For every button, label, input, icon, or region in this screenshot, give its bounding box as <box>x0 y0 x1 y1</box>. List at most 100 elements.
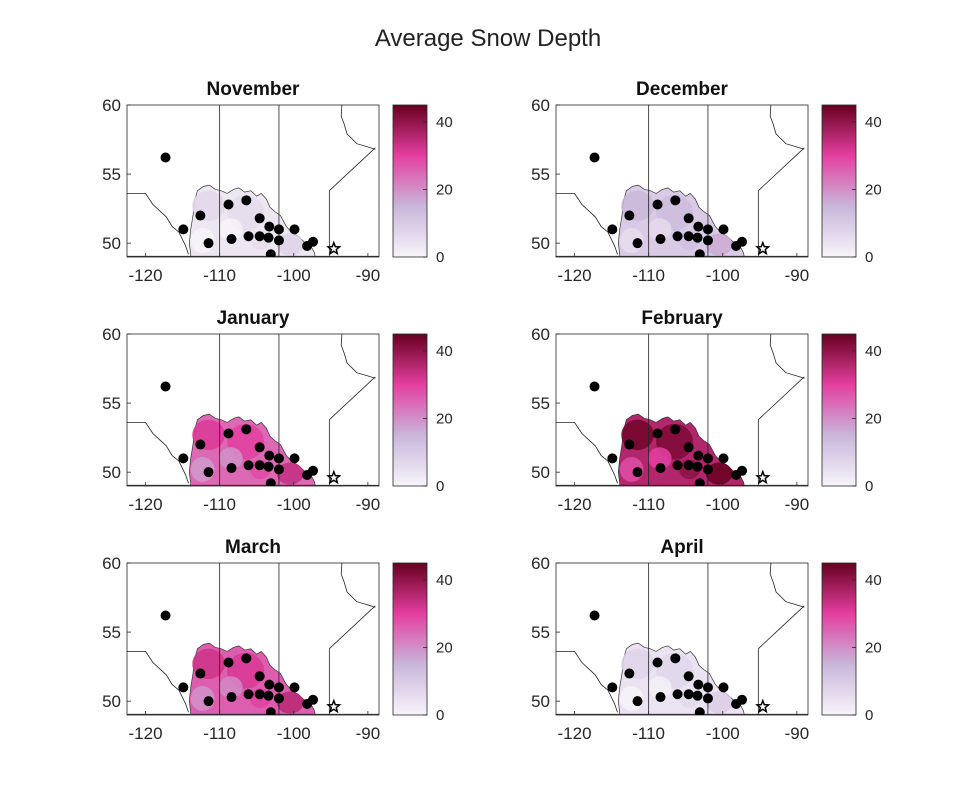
x-tick-label: -90 <box>785 495 810 514</box>
colorbar-tick-label: 20 <box>865 181 882 198</box>
province-border <box>329 147 376 191</box>
snow-depth-panel: -120 -110 -100 -90 60 55 50 April 0 20 40 <box>531 537 882 743</box>
snow-depth-panel: -120 -110 -100 -90 60 55 50 November 0 20 40 <box>102 79 453 285</box>
station-marker <box>655 234 666 245</box>
x-tick-label: -100 <box>706 266 740 285</box>
x-tick-label: -120 <box>558 266 592 285</box>
station-marker <box>693 450 704 461</box>
station-marker <box>241 424 252 435</box>
station-marker <box>160 152 171 163</box>
station-marker <box>160 610 171 621</box>
y-tick-label: 50 <box>102 463 121 482</box>
x-tick-label: -120 <box>129 266 163 285</box>
x-tick-label: -100 <box>706 724 740 743</box>
station-marker <box>632 467 643 478</box>
station-marker <box>254 442 265 453</box>
station-marker <box>607 682 618 693</box>
station-marker <box>273 453 284 464</box>
station-marker <box>308 694 319 705</box>
station-marker <box>702 453 713 464</box>
x-tick-label: -90 <box>356 495 381 514</box>
panel-title: April <box>660 537 703 558</box>
station-marker <box>694 478 705 486</box>
station-marker <box>289 224 300 235</box>
province-border <box>329 605 376 649</box>
colorbar-tick-label: 0 <box>865 478 873 495</box>
station-marker <box>265 707 276 715</box>
panel-title: November <box>207 79 301 100</box>
station-marker <box>243 460 254 471</box>
panel-title: February <box>641 308 723 329</box>
station-marker <box>718 682 729 693</box>
station-marker <box>254 689 265 700</box>
province-border <box>329 376 376 420</box>
colorbar-tick-label: 0 <box>865 249 873 266</box>
colorbar-tick-label: 0 <box>436 249 444 266</box>
station-marker <box>692 232 703 243</box>
colorbar-tick-label: 40 <box>865 572 882 589</box>
province-border <box>758 605 805 649</box>
colorbar-tick-label: 20 <box>865 410 882 427</box>
station-marker <box>160 381 171 392</box>
y-tick-label: 55 <box>531 623 550 642</box>
colorbar-tick-label: 0 <box>865 707 873 724</box>
station-marker <box>683 231 694 242</box>
y-tick-label: 60 <box>531 96 550 115</box>
station-marker <box>589 610 600 621</box>
y-tick-label: 55 <box>531 165 550 184</box>
snow-depth-field-cell <box>218 447 243 470</box>
station-marker <box>624 668 635 679</box>
station-marker <box>652 428 663 439</box>
colorbar <box>821 562 857 716</box>
colorbar-tick-label: 20 <box>436 639 453 656</box>
station-marker <box>254 671 265 682</box>
station-marker <box>264 221 275 232</box>
station-marker <box>289 682 300 693</box>
colorbar-tick-label: 40 <box>865 114 882 131</box>
colorbar-tick-label: 40 <box>436 572 453 589</box>
y-tick-label: 50 <box>102 692 121 711</box>
station-marker <box>607 224 618 235</box>
station-marker <box>652 657 663 668</box>
panel-title: January <box>217 308 290 329</box>
province-border <box>127 192 189 255</box>
y-tick-label: 50 <box>531 234 550 253</box>
station-marker <box>223 428 234 439</box>
station-marker <box>273 693 284 704</box>
station-marker <box>254 460 265 471</box>
station-marker <box>718 224 729 235</box>
station-marker <box>702 464 713 475</box>
station-marker <box>737 236 748 247</box>
station-marker <box>692 461 703 472</box>
coastline <box>340 105 376 150</box>
station-marker <box>702 235 713 246</box>
station-marker <box>241 195 252 206</box>
panel-title: March <box>225 537 281 558</box>
province-border <box>556 651 618 713</box>
station-marker <box>264 679 275 690</box>
colorbar-tick-label: 0 <box>436 707 444 724</box>
colorbar-tick-label: 40 <box>436 114 453 131</box>
star-marker <box>755 240 771 256</box>
colorbar-tick-label: 20 <box>436 410 453 427</box>
y-tick-label: 50 <box>102 234 121 253</box>
province-border <box>127 421 189 484</box>
colorbar-tick-label: 40 <box>436 343 453 360</box>
station-marker <box>289 453 300 464</box>
x-tick-label: -120 <box>558 724 592 743</box>
x-tick-label: -110 <box>203 495 236 514</box>
station-marker <box>263 690 274 701</box>
y-tick-label: 55 <box>102 623 121 642</box>
x-tick-label: -90 <box>356 724 381 743</box>
station-marker <box>702 224 713 235</box>
station-marker <box>655 692 666 703</box>
station-marker <box>672 689 683 700</box>
snow-depth-panel: -120 -110 -100 -90 60 55 50 January 0 20 40 <box>102 308 453 514</box>
station-marker <box>702 693 713 704</box>
station-marker <box>308 236 319 247</box>
station-marker <box>683 671 694 682</box>
station-marker <box>265 249 276 257</box>
x-tick-label: -100 <box>706 495 740 514</box>
station-marker <box>718 453 729 464</box>
colorbar <box>821 104 857 258</box>
